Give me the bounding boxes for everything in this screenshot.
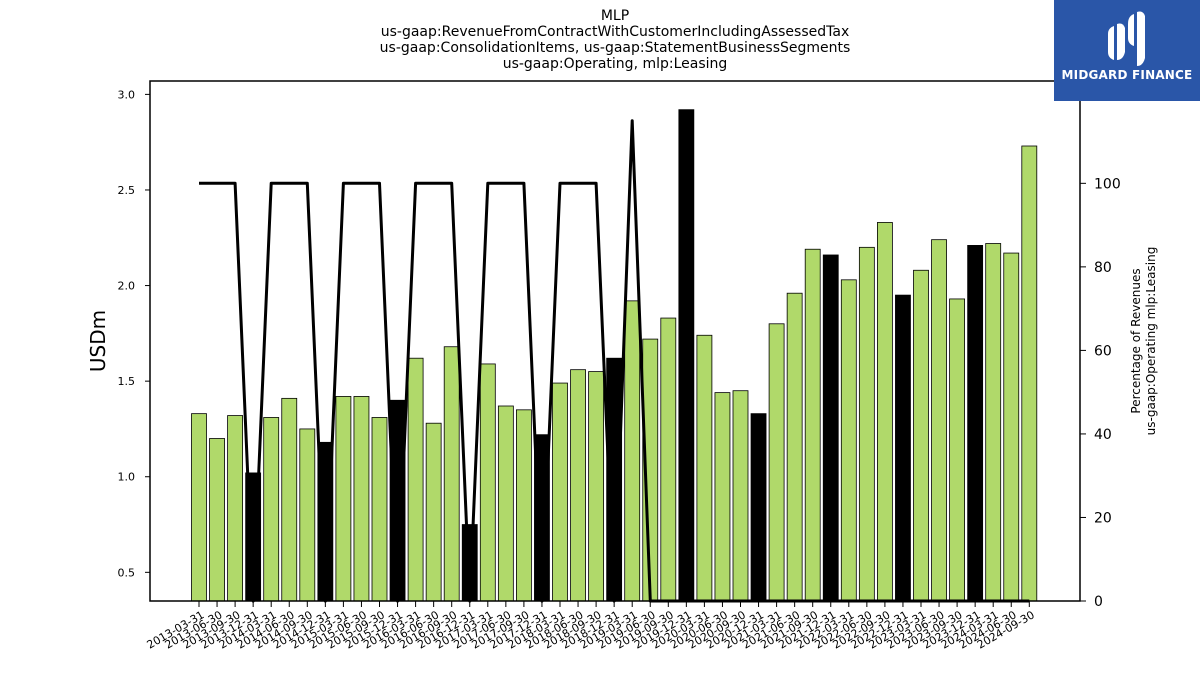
y2-tick-label: 60 xyxy=(1094,343,1112,359)
bar xyxy=(678,109,695,602)
y-axis: 0.5 1.0 1.5 2.0 2.5 3.0 xyxy=(118,88,150,579)
chart-title-line: us-gaap:Operating, mlp:Leasing xyxy=(503,56,728,72)
bar xyxy=(877,222,893,602)
bar xyxy=(840,279,857,602)
y2-axis-label-line: Percentage of Revenues xyxy=(1129,268,1143,413)
chart-title-line: us-gaap:ConsolidationItems, us-gaap:Stat… xyxy=(380,40,851,56)
logo-text: MIDGARD FINANCE xyxy=(1061,68,1193,82)
bar xyxy=(588,371,604,602)
bar xyxy=(353,396,370,602)
y2-tick-label: 0 xyxy=(1094,594,1103,610)
bar xyxy=(660,317,677,602)
bar xyxy=(371,417,388,602)
bar xyxy=(425,422,442,602)
y2-tick-label: 20 xyxy=(1094,510,1112,526)
bar xyxy=(931,239,947,602)
bar xyxy=(1021,145,1038,602)
midgard-logo-icon xyxy=(1108,11,1145,66)
y2-tick-label: 80 xyxy=(1094,260,1112,276)
bar xyxy=(479,363,496,602)
bars-group xyxy=(191,109,1038,602)
bar xyxy=(624,300,641,602)
y-tick-label: 1.5 xyxy=(118,375,136,388)
bar xyxy=(949,298,965,602)
bar xyxy=(516,409,532,602)
bar xyxy=(804,248,821,602)
bar xyxy=(696,334,713,602)
chart-title-line: MLP xyxy=(601,8,629,24)
bar xyxy=(335,396,352,602)
y-axis-label: USDm xyxy=(86,310,110,372)
y-tick-label: 2.0 xyxy=(118,280,136,293)
plot-frame xyxy=(149,80,1081,602)
y2-tick-label: 100 xyxy=(1094,176,1121,192)
bar xyxy=(913,269,929,602)
y2-axis-label: Percentage of Revenues us-gaap:Operating … xyxy=(1129,247,1158,436)
brand-logo: MIDGARD FINANCE xyxy=(1054,0,1200,101)
bar xyxy=(497,405,514,602)
bar xyxy=(191,413,207,602)
y-tick-label: 1.0 xyxy=(118,471,136,484)
y-tick-label: 2.5 xyxy=(118,184,136,197)
y2-tick-label: 40 xyxy=(1094,427,1112,443)
bar xyxy=(443,346,460,602)
bar xyxy=(1003,252,1020,602)
bar xyxy=(281,397,298,602)
bar xyxy=(895,294,911,602)
x-axis: 2013-03-312013-06-302013-09-302013-12-31… xyxy=(145,601,1037,652)
y2-axis-label-line: us-gaap:Operating mlp:Leasing xyxy=(1144,247,1158,436)
bar xyxy=(714,392,731,602)
bar xyxy=(967,245,984,602)
bar xyxy=(822,254,839,602)
y-tick-label: 0.5 xyxy=(118,566,136,579)
y-tick-label: 3.0 xyxy=(118,88,136,101)
bar xyxy=(786,292,803,602)
bar xyxy=(985,243,1002,602)
bar xyxy=(552,382,568,602)
bar xyxy=(407,357,424,602)
bar xyxy=(209,438,225,602)
chart-title-line: us-gaap:RevenueFromContractWithCustomerI… xyxy=(381,24,850,40)
bar xyxy=(263,417,280,602)
y2-axis: 0 20 40 60 80 100 xyxy=(1080,176,1121,610)
bar xyxy=(570,369,586,602)
bar xyxy=(732,390,749,602)
bar xyxy=(858,246,875,602)
chart-title: MLPus-gaap:RevenueFromContractWithCustom… xyxy=(380,8,851,72)
bar xyxy=(768,323,785,602)
bar xyxy=(227,415,244,602)
bar xyxy=(750,413,767,602)
bar xyxy=(299,428,316,602)
